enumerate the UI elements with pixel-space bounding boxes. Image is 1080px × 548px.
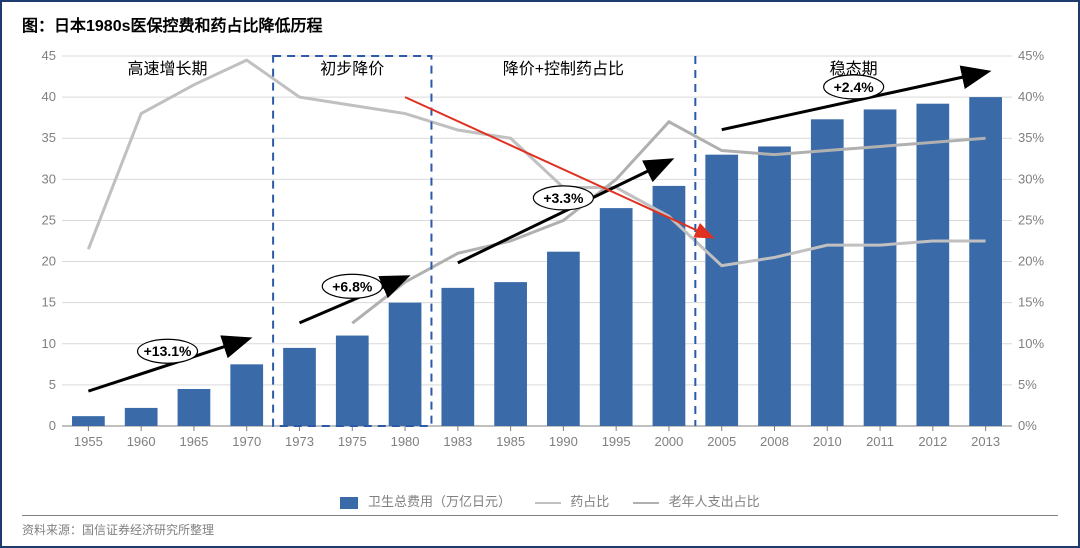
source-divider	[22, 515, 1058, 516]
chart-area: 0 5 10 15 20 25 30 35 40 45 0% 5% 10% 15% 20% 25% 30% 35%…	[22, 46, 1062, 496]
legend-label-bars: 卫生总费用（万亿日元）	[368, 494, 511, 509]
svg-text:1980: 1980	[391, 434, 420, 449]
svg-text:2011: 2011	[866, 434, 894, 449]
chart-title: 图：日本1980s医保控费和药占比降低历程	[22, 12, 323, 36]
svg-text:1960: 1960	[127, 434, 156, 449]
svg-text:降价+控制药占比: 降价+控制药占比	[503, 60, 624, 78]
svg-text:25: 25	[42, 212, 56, 227]
chart-svg: 0 5 10 15 20 25 30 35 40 45 0% 5% 10% 15% 20% 25% 30% 35%…	[22, 46, 1062, 496]
svg-text:15: 15	[42, 295, 56, 310]
svg-text:初步降价: 初步降价	[320, 60, 384, 78]
svg-text:2013: 2013	[971, 434, 1000, 449]
svg-text:高速增长期: 高速增长期	[128, 60, 208, 78]
svg-text:10: 10	[42, 336, 56, 351]
svg-text:2012: 2012	[918, 434, 947, 449]
svg-text:5: 5	[49, 377, 56, 392]
svg-text:2005: 2005	[707, 434, 736, 449]
svg-text:1990: 1990	[549, 434, 578, 449]
svg-text:30%: 30%	[1018, 171, 1044, 186]
svg-text:40%: 40%	[1018, 89, 1044, 104]
svg-text:0: 0	[49, 418, 56, 433]
svg-text:1983: 1983	[443, 434, 472, 449]
legend: 卫生总费用（万亿日元） 药占比 老年人支出占比	[2, 491, 1078, 510]
svg-text:2000: 2000	[654, 434, 683, 449]
svg-text:20: 20	[42, 254, 56, 269]
svg-text:+3.3%: +3.3%	[543, 190, 584, 206]
svg-text:1973: 1973	[285, 434, 314, 449]
svg-text:+2.4%: +2.4%	[834, 79, 875, 95]
svg-text:+13.1%: +13.1%	[144, 343, 192, 359]
svg-text:0%: 0%	[1018, 418, 1037, 433]
svg-text:35: 35	[42, 130, 56, 145]
svg-text:2010: 2010	[813, 434, 842, 449]
svg-text:20%: 20%	[1018, 254, 1044, 269]
svg-text:1985: 1985	[496, 434, 525, 449]
svg-text:1970: 1970	[232, 434, 261, 449]
svg-text:45: 45	[42, 48, 56, 63]
svg-text:30: 30	[42, 171, 56, 186]
legend-swatch-line2	[633, 502, 659, 504]
svg-text:40: 40	[42, 89, 56, 104]
svg-text:35%: 35%	[1018, 130, 1044, 145]
svg-text:5%: 5%	[1018, 377, 1037, 392]
svg-text:15%: 15%	[1018, 295, 1044, 310]
svg-text:1965: 1965	[179, 434, 208, 449]
svg-text:2008: 2008	[760, 434, 789, 449]
svg-text:25%: 25%	[1018, 212, 1044, 227]
svg-text:10%: 10%	[1018, 336, 1044, 351]
legend-swatch-line1	[535, 502, 561, 504]
legend-swatch-bars	[340, 497, 358, 509]
svg-text:+6.8%: +6.8%	[332, 278, 373, 294]
svg-text:1995: 1995	[602, 434, 631, 449]
source-text: 资料来源：国信证券经济研究所整理	[22, 521, 214, 538]
svg-text:1975: 1975	[338, 434, 367, 449]
legend-label-line1: 药占比	[570, 494, 609, 509]
svg-text:45%: 45%	[1018, 48, 1044, 63]
chart-container: 图：日本1980s医保控费和药占比降低历程 0 5 10 15 20 25 30 35 40 45…	[0, 0, 1080, 548]
legend-label-line2: 老年人支出占比	[669, 494, 760, 509]
svg-text:1955: 1955	[74, 434, 103, 449]
